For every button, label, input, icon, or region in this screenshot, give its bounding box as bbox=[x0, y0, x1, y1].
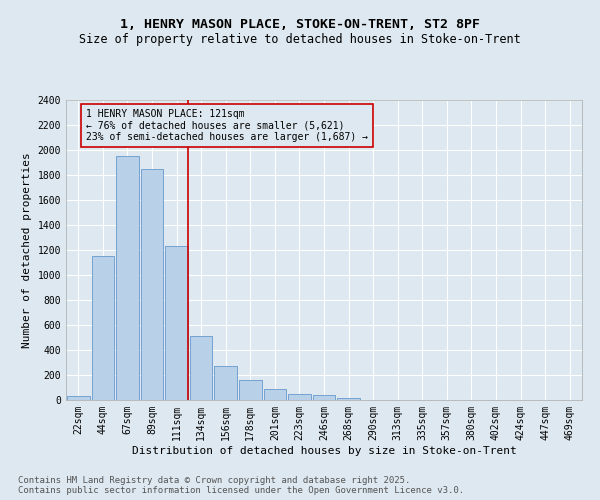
Bar bbox=[165, 246, 188, 400]
Bar bbox=[190, 336, 212, 400]
Y-axis label: Number of detached properties: Number of detached properties bbox=[22, 152, 32, 348]
Text: Size of property relative to detached houses in Stoke-on-Trent: Size of property relative to detached ho… bbox=[79, 32, 521, 46]
Bar bbox=[67, 396, 89, 400]
Text: Contains public sector information licensed under the Open Government Licence v3: Contains public sector information licen… bbox=[18, 486, 464, 495]
Bar bbox=[92, 256, 114, 400]
Bar bbox=[140, 169, 163, 400]
Text: 1 HENRY MASON PLACE: 121sqm
← 76% of detached houses are smaller (5,621)
23% of : 1 HENRY MASON PLACE: 121sqm ← 76% of det… bbox=[86, 109, 368, 142]
Bar bbox=[337, 398, 360, 400]
X-axis label: Distribution of detached houses by size in Stoke-on-Trent: Distribution of detached houses by size … bbox=[131, 446, 517, 456]
Bar bbox=[313, 395, 335, 400]
Bar bbox=[214, 366, 237, 400]
Text: Contains HM Land Registry data © Crown copyright and database right 2025.: Contains HM Land Registry data © Crown c… bbox=[18, 476, 410, 485]
Text: 1, HENRY MASON PLACE, STOKE-ON-TRENT, ST2 8PF: 1, HENRY MASON PLACE, STOKE-ON-TRENT, ST… bbox=[120, 18, 480, 30]
Bar bbox=[288, 394, 311, 400]
Bar bbox=[239, 380, 262, 400]
Bar bbox=[116, 156, 139, 400]
Bar bbox=[263, 389, 286, 400]
